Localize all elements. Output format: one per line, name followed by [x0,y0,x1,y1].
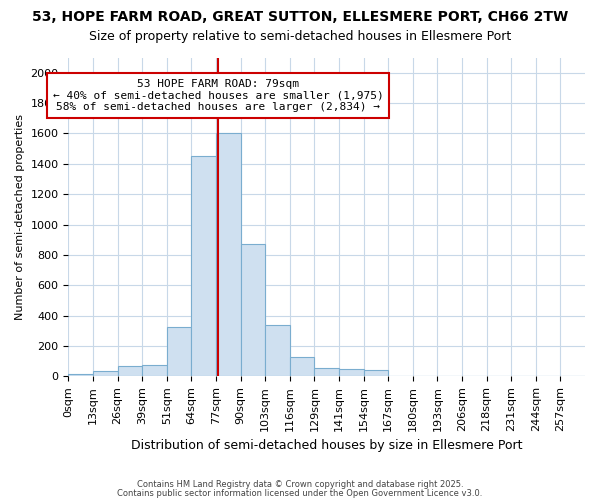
Bar [142,365,167,376]
Text: 53, HOPE FARM ROAD, GREAT SUTTON, ELLESMERE PORT, CH66 2TW: 53, HOPE FARM ROAD, GREAT SUTTON, ELLESM… [32,10,568,24]
Bar [241,244,265,376]
Text: 53 HOPE FARM ROAD: 79sqm
← 40% of semi-detached houses are smaller (1,975)
58% o: 53 HOPE FARM ROAD: 79sqm ← 40% of semi-d… [53,79,383,112]
Bar [314,368,339,376]
Bar [216,134,241,376]
Bar [364,370,388,376]
Text: Contains public sector information licensed under the Open Government Licence v3: Contains public sector information licen… [118,488,482,498]
Bar [93,371,118,376]
Bar [339,368,364,376]
Y-axis label: Number of semi-detached properties: Number of semi-detached properties [15,114,25,320]
Bar [191,156,216,376]
Bar [265,324,290,376]
Bar [290,356,314,376]
Text: Contains HM Land Registry data © Crown copyright and database right 2025.: Contains HM Land Registry data © Crown c… [137,480,463,489]
Bar [118,366,142,376]
Bar [167,327,191,376]
X-axis label: Distribution of semi-detached houses by size in Ellesmere Port: Distribution of semi-detached houses by … [131,440,523,452]
Text: Size of property relative to semi-detached houses in Ellesmere Port: Size of property relative to semi-detach… [89,30,511,43]
Bar [68,374,93,376]
